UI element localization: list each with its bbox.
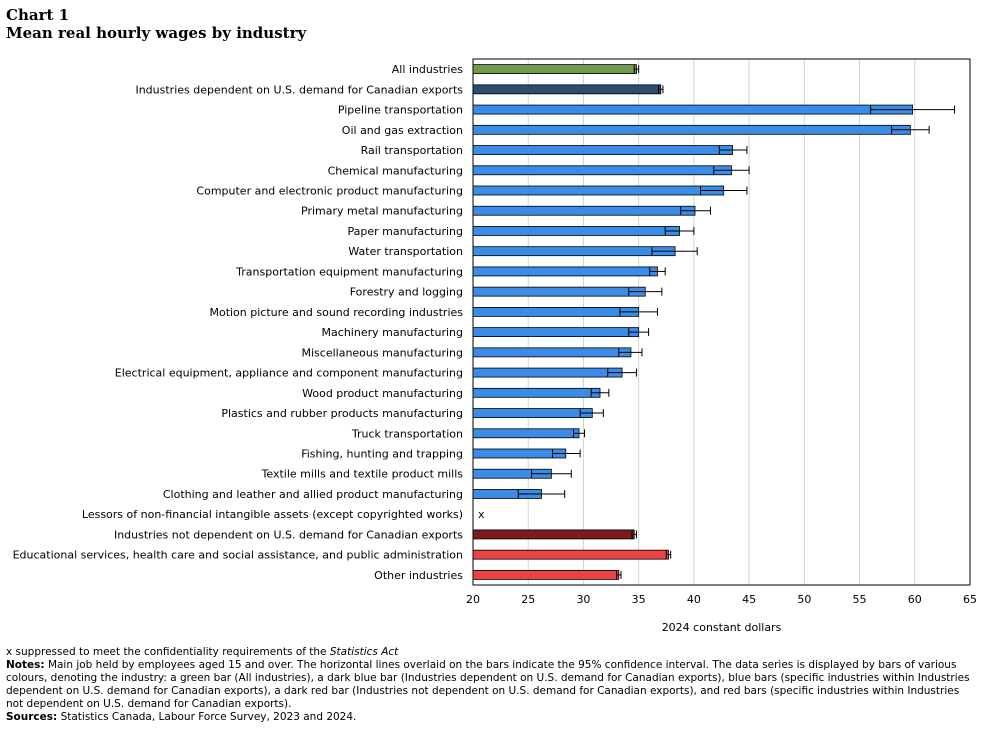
category-label: Truck transportation (351, 427, 463, 440)
bar (472, 347, 632, 358)
bar (472, 64, 637, 75)
bar (472, 549, 669, 560)
category-label: Miscellaneous manufacturing (302, 346, 464, 359)
category-label: Industries dependent on U.S. demand for … (135, 83, 463, 96)
bar (472, 185, 725, 196)
x-tick-label: 20 (466, 593, 480, 606)
category-label: Clothing and leather and allied product … (163, 488, 463, 501)
category-label: Water transportation (348, 245, 463, 258)
bar (472, 246, 676, 257)
bar (472, 448, 567, 459)
bar (472, 226, 680, 236)
x-tick-label: 45 (742, 593, 756, 606)
category-label: Educational services, health care and so… (13, 549, 463, 562)
x-tick-label: 35 (632, 593, 646, 606)
category-label: Forestry and logging (350, 286, 463, 299)
bar (472, 529, 635, 540)
x-axis-title: 2024 constant dollars (662, 621, 782, 634)
bar (472, 266, 658, 277)
bar (472, 145, 733, 155)
chart-label: Chart 1 (6, 6, 70, 24)
notes-text: Main job held by employees aged 15 and o… (6, 659, 970, 710)
x-tick-label: 30 (576, 593, 590, 606)
category-label: Pipeline transportation (338, 104, 463, 117)
bar-chart: 20 25 30 35 40 45 50 55 60 65 2024 constant dollar… (13, 58, 977, 634)
category-label: Plastics and rubber products manufacturi… (221, 407, 463, 420)
bar (472, 165, 732, 176)
category-label: Machinery manufacturing (322, 326, 463, 339)
category-label: All industries (392, 63, 464, 76)
bar (472, 327, 640, 338)
sources-label: Sources: (6, 711, 58, 723)
category-label: Other industries (374, 569, 463, 582)
category-label: Oil and gas extraction (342, 124, 463, 137)
suppressed-footnote: x suppressed to meet the confidentiality… (6, 646, 974, 659)
bar (472, 428, 580, 439)
category-label: Chemical manufacturing (328, 164, 463, 177)
x-tick-label: 40 (687, 593, 701, 606)
category-label: Primary metal manufacturing (301, 205, 463, 218)
sources-footnote: Sources: Statistics Canada, Labour Force… (6, 711, 974, 724)
bar (472, 569, 620, 580)
category-label: Industries not dependent on U.S. demand … (114, 528, 463, 541)
notes-footnote: Notes: Main job held by employees aged 1… (6, 659, 974, 711)
category-label: Motion picture and sound recording indus… (209, 306, 463, 319)
chart-title: Mean real hourly wages by industry (6, 24, 307, 42)
bar (472, 387, 601, 398)
bar (472, 408, 593, 418)
notes-label: Notes: (6, 659, 45, 671)
bar (472, 306, 640, 317)
statistics-act-text: Statistics Act (329, 646, 399, 658)
bar (472, 286, 646, 297)
x-tick-label: 65 (963, 593, 977, 606)
x-tick-label: 60 (908, 593, 922, 606)
bar (472, 104, 913, 115)
category-label: Electrical equipment, appliance and comp… (115, 367, 463, 380)
category-label: Lessors of non-financial intangible asse… (82, 508, 463, 521)
sources-text: Statistics Canada, Labour Force Survey, … (60, 711, 357, 723)
category-label: Transportation equipment manufacturing (235, 265, 463, 278)
suppressed-marker: x (478, 508, 485, 521)
x-tick-label: 55 (853, 593, 867, 606)
category-label: Textile mills and textile product mills (261, 468, 464, 481)
x-tick-label: 25 (521, 593, 535, 606)
bar (472, 124, 911, 135)
category-label: Fishing, hunting and trapping (301, 448, 463, 461)
bar (472, 205, 696, 216)
bar (472, 84, 662, 95)
category-label: Paper manufacturing (347, 225, 463, 238)
plot-frame (472, 58, 971, 586)
category-label: Wood product manufacturing (302, 387, 463, 400)
suppressed-text: x suppressed to meet the confidentiality… (6, 646, 330, 658)
x-tick-label: 50 (797, 593, 811, 606)
category-label: Computer and electronic product manufact… (196, 185, 463, 198)
bar (472, 367, 623, 378)
category-label: Rail transportation (361, 144, 463, 157)
